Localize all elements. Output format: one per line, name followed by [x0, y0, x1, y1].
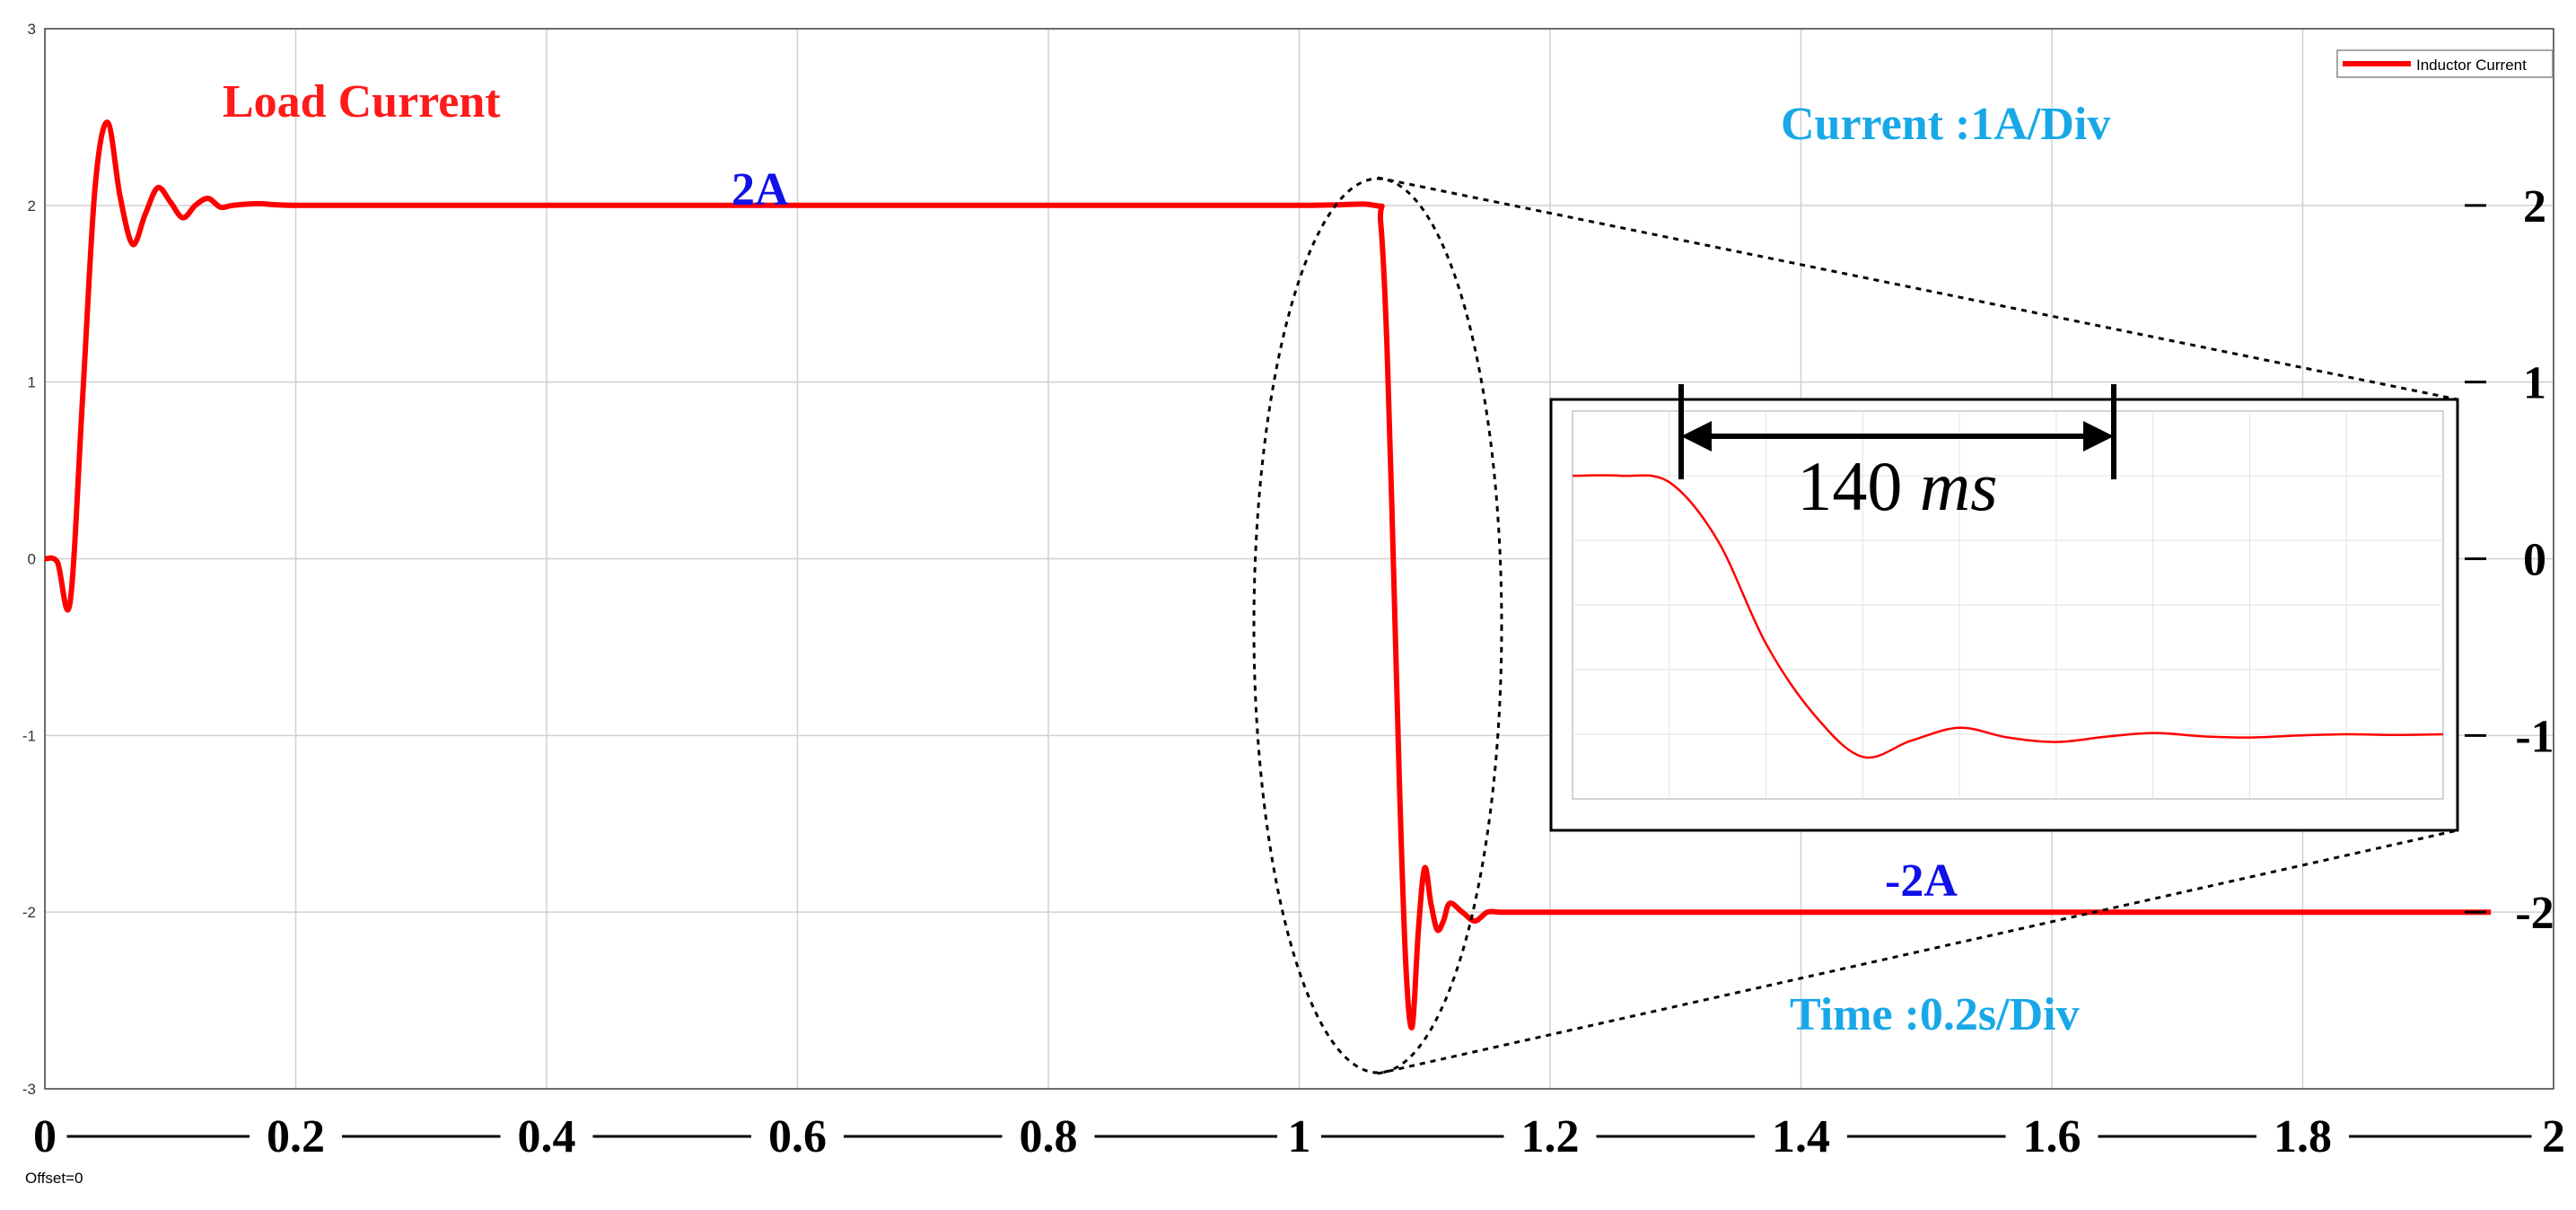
x-tick-label: 0.4 [518, 1111, 576, 1162]
x-tick-label: 0 [33, 1111, 57, 1162]
zoom-projection-bottom [1377, 829, 2458, 1075]
measure-label: 140 ms [1797, 447, 1997, 525]
plus-level-label: 2A [732, 164, 789, 215]
y-tick-label: -2 [22, 904, 36, 921]
y-tick-label-right: 1 [2523, 358, 2546, 409]
measure-unit: ms [1920, 447, 1998, 525]
y-tick-label: 0 [28, 551, 36, 568]
x-tick-label: 1.8 [2274, 1111, 2332, 1162]
x-tick-label: 1.4 [1772, 1111, 1830, 1162]
x-axis-big-labels: 0 0.2 0.4 0.6 0.8 1 1.2 1.4 1.6 1.8 2 [33, 1111, 2565, 1162]
x-tick-label: 0.2 [267, 1111, 325, 1162]
measure-arrowhead-right [2083, 421, 2114, 452]
offset-label: Offset=0 [25, 1170, 83, 1187]
y-tick-label-right: -2 [2515, 888, 2554, 939]
x-tick-label: 0.8 [1020, 1111, 1078, 1162]
y-tick-label: 3 [28, 21, 36, 38]
zoom-projection-top [1377, 176, 2458, 401]
x-tick-label: 2 [2542, 1111, 2565, 1162]
y-tick-label-right: -1 [2515, 711, 2554, 762]
y-axis-small-ticks: 3 2 1 0 -1 -2 -3 [22, 21, 36, 1098]
inset-grid [1573, 411, 2443, 799]
x-tick-label: 1.6 [2023, 1111, 2081, 1162]
measure-arrowhead-left [1681, 421, 1712, 452]
inductor-current-trace [44, 119, 2492, 1030]
legend-label: Inductor Current [2416, 57, 2527, 74]
minus-level-label: -2A [1885, 855, 1958, 907]
x-tick-label: 0.6 [768, 1111, 827, 1162]
zoom-inset: 140 ms [1549, 384, 2459, 832]
y-tick-label: -3 [22, 1081, 36, 1098]
time-scale-label: Time :0.2s/Div [1790, 989, 2080, 1040]
y-tick-label: 1 [28, 374, 36, 391]
y-axis-big-labels: 2 1 0 -1 -2 [2465, 181, 2554, 939]
y-tick-label: 2 [28, 197, 36, 215]
y-tick-label-right: 2 [2523, 181, 2546, 232]
measure-value: 140 [1797, 447, 1902, 525]
x-tick-label: 1.2 [1521, 1111, 1580, 1162]
legend: Inductor Current [2336, 49, 2554, 78]
current-scale-label: Current :1A/Div [1781, 99, 2110, 150]
load-current-label: Load Current [223, 76, 501, 127]
y-tick-label-right: 0 [2523, 535, 2546, 586]
x-tick-label: 1 [1288, 1111, 1311, 1162]
inset-trace [1572, 474, 2444, 759]
y-tick-label: -1 [22, 727, 36, 744]
